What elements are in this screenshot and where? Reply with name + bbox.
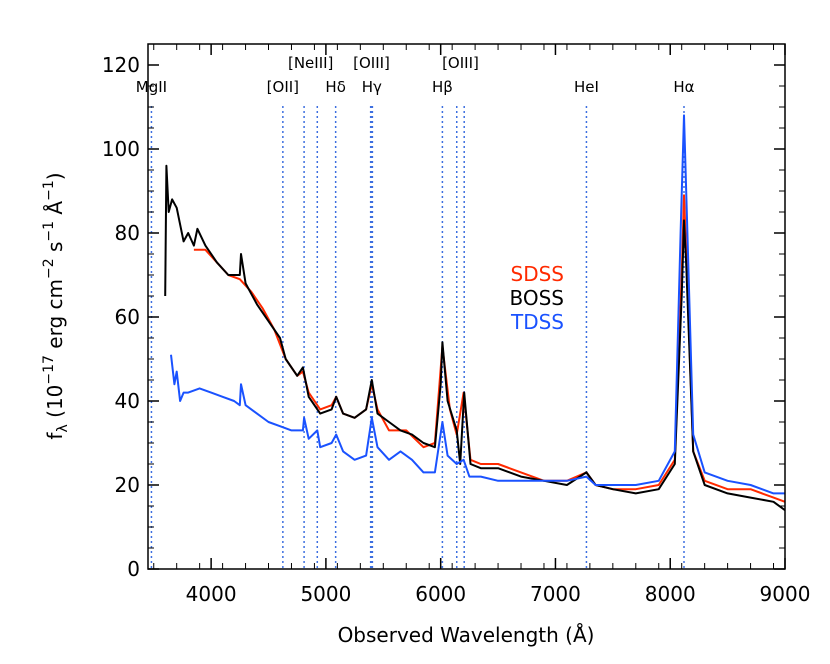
y-tick-label: 0: [127, 557, 140, 581]
x-tick-label: 9000: [760, 582, 811, 606]
legend-entry-boss: BOSS: [509, 286, 564, 310]
x-tick-label: 7000: [530, 582, 581, 606]
series-line-tdss: [170, 114, 785, 495]
x-axis-title: Observed Wavelength (Å): [338, 623, 595, 647]
y-tick-label: 40: [115, 389, 140, 413]
emission-line-label: [NeIII]: [288, 54, 333, 72]
y-tick-label: 100: [102, 137, 140, 161]
emission-line-label: Hα: [673, 78, 694, 96]
emission-line-label: Hβ: [432, 78, 453, 96]
y-tick-label: 120: [102, 53, 140, 77]
y-tick-label: 60: [115, 305, 140, 329]
y-tick-label: 20: [115, 473, 140, 497]
emission-lines: MgII [OII] [NeIII] Hδ [OIII] Hγ Hβ [OIII] HeI Hα: [136, 54, 695, 569]
plot-frame: [147, 43, 786, 570]
x-tick-label: 6000: [415, 582, 466, 606]
x-tick-label: 5000: [300, 582, 351, 606]
emission-line-label: [OIII]: [442, 54, 479, 72]
x-tick-label: 8000: [645, 582, 696, 606]
emission-line-label: [OIII]: [353, 54, 390, 72]
series-line-boss: [164, 164, 786, 512]
axis-ticks: 4000 5000 6000 7000 8000 9000 0 20 40 60 80 100 120: [102, 44, 811, 606]
legend-entry-sdss: SDSS: [511, 262, 565, 286]
x-tick-label: 4000: [186, 582, 237, 606]
series-group: [164, 114, 786, 512]
emission-line-label: Hδ: [325, 78, 345, 96]
emission-line-label: MgII: [136, 78, 167, 96]
y-tick-label: 80: [115, 221, 140, 245]
y-axis-title: fλ (10−17 erg cm−2 s−1 Å−1): [41, 172, 71, 439]
emission-line-label: HeI: [574, 78, 599, 96]
emission-line-label: [OII]: [267, 78, 299, 96]
emission-line-label: Hγ: [362, 78, 382, 96]
legend-entry-tdss: TDSS: [510, 310, 564, 334]
